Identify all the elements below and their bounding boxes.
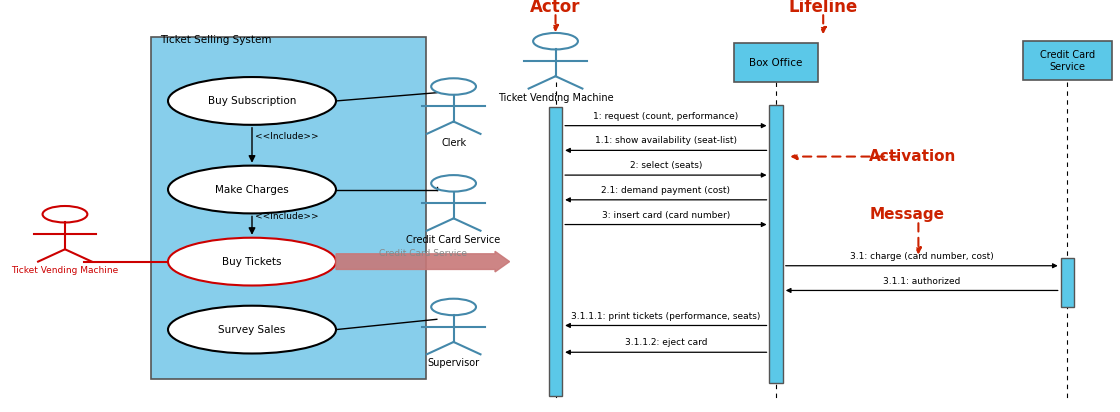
Text: Buy Tickets: Buy Tickets bbox=[222, 257, 282, 267]
Text: <<Include>>: <<Include>> bbox=[255, 132, 319, 141]
Text: <<Include>>: <<Include>> bbox=[255, 213, 319, 222]
Text: 3.1.1.1: print tickets (performance, seats): 3.1.1.1: print tickets (performance, sea… bbox=[571, 311, 760, 321]
Ellipse shape bbox=[168, 238, 336, 286]
Text: Message: Message bbox=[870, 207, 944, 222]
Text: 3.1.1.2: eject card: 3.1.1.2: eject card bbox=[625, 338, 707, 347]
Bar bbox=[1061, 258, 1074, 307]
Ellipse shape bbox=[168, 77, 336, 125]
Text: 1.1: show availability (seat-list): 1.1: show availability (seat-list) bbox=[595, 136, 737, 145]
Text: Buy Subscription: Buy Subscription bbox=[208, 96, 296, 106]
Text: Ticket Vending Machine: Ticket Vending Machine bbox=[11, 266, 119, 275]
Text: Credit Card
Service: Credit Card Service bbox=[1039, 50, 1095, 72]
Text: Actor: Actor bbox=[530, 0, 581, 16]
Text: Ticket Selling System: Ticket Selling System bbox=[160, 35, 272, 45]
Text: 3.1: charge (card number, cost): 3.1: charge (card number, cost) bbox=[850, 252, 993, 261]
Bar bbox=[151, 37, 426, 379]
Text: Box Office: Box Office bbox=[749, 58, 803, 68]
Text: Activation: Activation bbox=[869, 149, 956, 164]
Text: Supervisor: Supervisor bbox=[428, 358, 479, 368]
Bar bbox=[1023, 41, 1112, 80]
Text: 1: request (count, performance): 1: request (count, performance) bbox=[594, 112, 738, 121]
Text: Survey Sales: Survey Sales bbox=[218, 325, 286, 335]
Text: Credit Card Service: Credit Card Service bbox=[407, 235, 501, 245]
Text: Lifeline: Lifeline bbox=[788, 0, 858, 16]
Text: Make Charges: Make Charges bbox=[215, 185, 289, 194]
Ellipse shape bbox=[168, 166, 336, 213]
Text: Clerk: Clerk bbox=[441, 138, 466, 148]
Text: 2: select (seats): 2: select (seats) bbox=[629, 161, 702, 170]
Text: 3: insert card (card number): 3: insert card (card number) bbox=[601, 211, 730, 220]
Ellipse shape bbox=[168, 306, 336, 353]
Text: Credit Card Service: Credit Card Service bbox=[379, 248, 467, 258]
Bar bbox=[549, 107, 562, 396]
Text: Ticket Vending Machine: Ticket Vending Machine bbox=[497, 93, 614, 103]
Bar bbox=[769, 105, 783, 383]
FancyArrow shape bbox=[336, 251, 510, 272]
Text: 3.1.1: authorized: 3.1.1: authorized bbox=[883, 276, 961, 286]
Text: 2.1: demand payment (cost): 2.1: demand payment (cost) bbox=[601, 186, 730, 195]
Bar bbox=[735, 43, 818, 82]
